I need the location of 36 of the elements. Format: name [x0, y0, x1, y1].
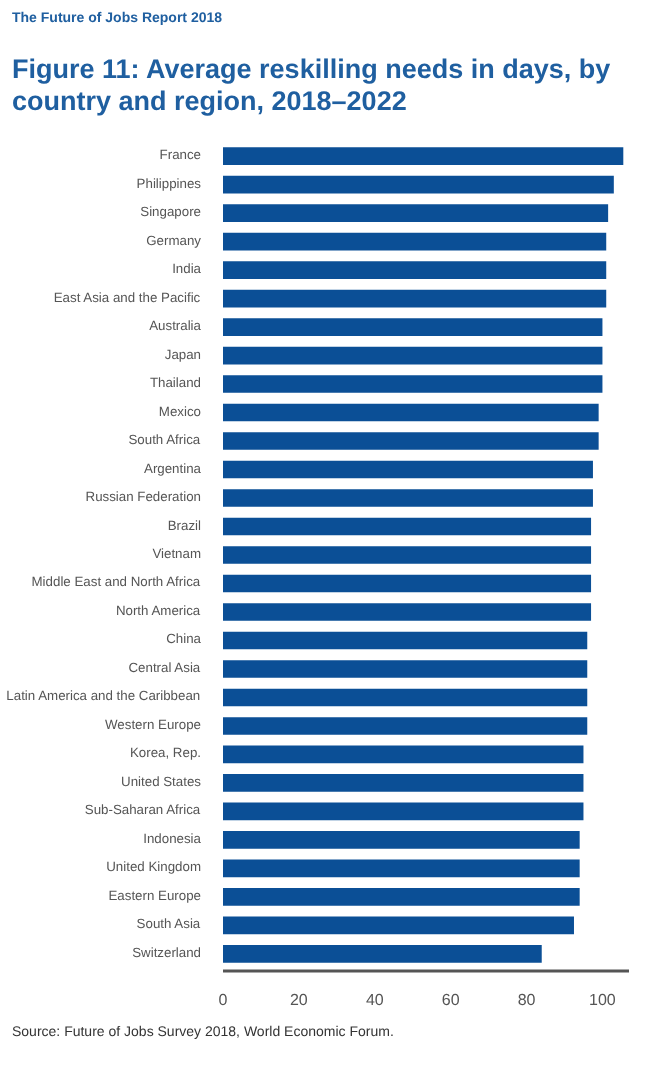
bar — [223, 232, 607, 251]
x-tick-label: 20 — [289, 991, 309, 1010]
bar — [223, 603, 592, 621]
bar — [223, 859, 580, 878]
bar — [223, 574, 592, 593]
bar — [223, 745, 584, 764]
bar — [223, 204, 609, 222]
bar — [223, 945, 542, 963]
bar — [223, 916, 574, 935]
bar — [223, 261, 607, 279]
x-tick-label: 40 — [365, 991, 385, 1010]
x-tick-label: 80 — [517, 991, 537, 1010]
bar — [223, 432, 599, 450]
bar — [223, 631, 588, 650]
bar — [223, 289, 607, 308]
bar — [223, 346, 603, 365]
bar — [223, 517, 592, 536]
bar — [223, 831, 580, 849]
x-tick-label: 100 — [589, 991, 617, 1010]
bar — [223, 403, 599, 422]
bar — [223, 688, 588, 707]
bar — [223, 175, 614, 194]
bar — [223, 147, 624, 165]
bar — [223, 717, 588, 735]
bar — [223, 460, 593, 479]
chart-title: Figure 11: Average reskilling needs in days, by country and region, 2018–2022 — [12, 54, 612, 117]
bar — [223, 888, 580, 906]
bar — [223, 489, 593, 507]
bar — [223, 546, 592, 564]
x-tick-label: 0 — [218, 991, 229, 1010]
bar — [223, 802, 584, 821]
bar — [223, 375, 603, 393]
bar — [223, 774, 584, 792]
bar — [223, 660, 588, 678]
bar — [223, 318, 603, 336]
x-tick-label: 60 — [441, 991, 461, 1010]
